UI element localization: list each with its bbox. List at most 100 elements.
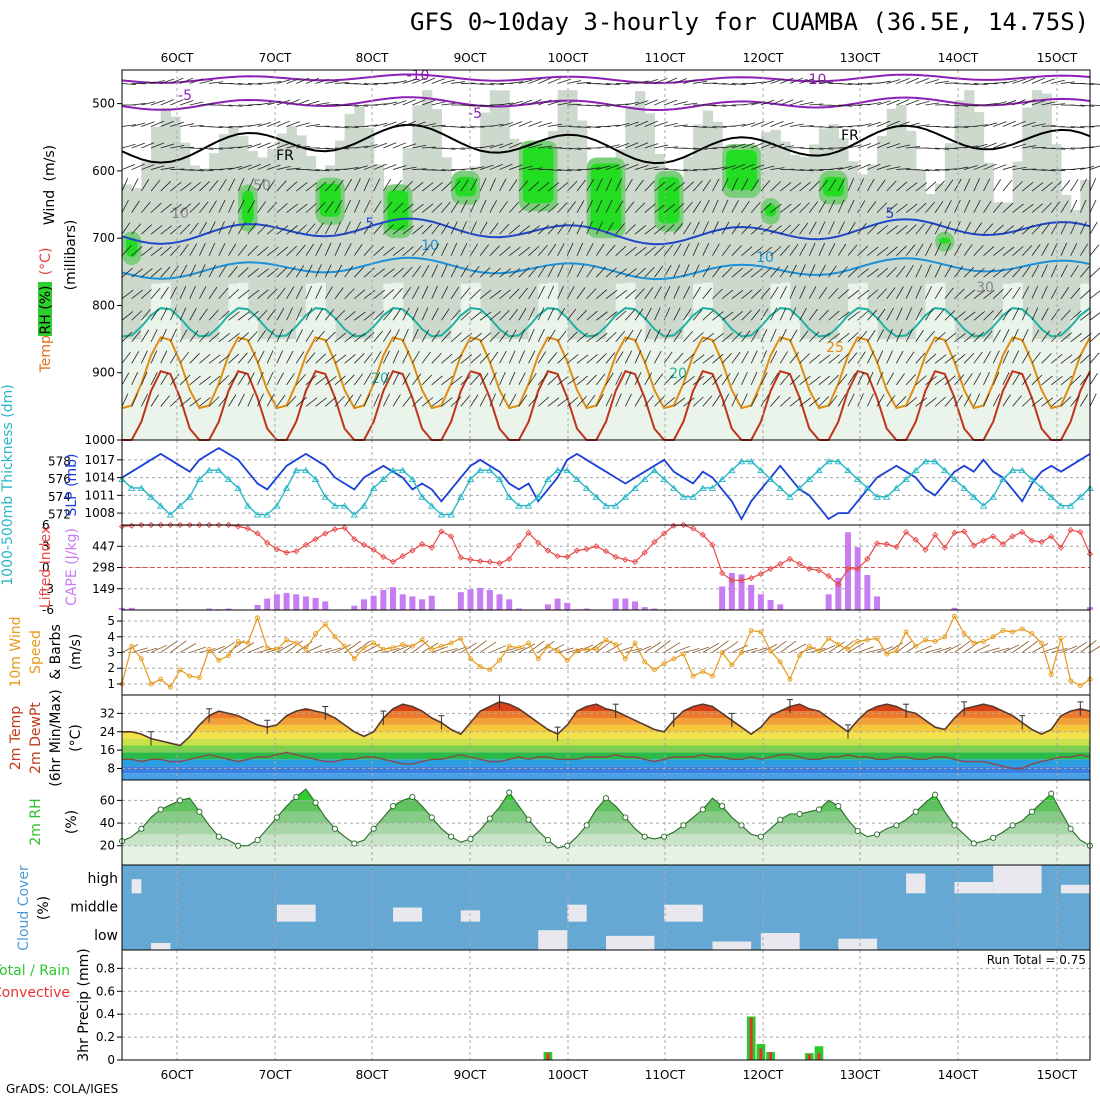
wind-barb [963, 178, 971, 192]
wind-barb [721, 332, 734, 343]
wind-barb [1031, 351, 1041, 364]
wind-barb [799, 330, 809, 343]
wind-barb [760, 394, 770, 407]
wind-barb [412, 328, 419, 342]
rh2m-point-68 [777, 816, 784, 823]
cape-bar-21 [322, 601, 329, 610]
wind-barb [1089, 332, 1100, 343]
wind-barb [973, 372, 982, 386]
lifted-point-42 [525, 529, 532, 536]
wind-barb [121, 331, 133, 343]
wind-speed-point-35 [458, 635, 464, 641]
wind-barb [1070, 332, 1082, 343]
rh-dry-hump [441, 339, 452, 440]
wind-barb [518, 142, 533, 149]
thickness-point-38 [486, 466, 494, 474]
temperature-line [122, 701, 1091, 747]
wind-barb [905, 265, 914, 278]
wind-barb [954, 265, 964, 278]
wind-barb [615, 178, 623, 192]
wind-barb [809, 397, 821, 407]
wind-barb [412, 396, 423, 407]
wind-barb [509, 164, 523, 170]
wind-barb [702, 200, 710, 213]
wind-speed-point-80 [893, 648, 899, 654]
wind-barb [141, 246, 153, 256]
x-tick-bottom-10OCT: 10OCT [548, 1068, 589, 1082]
wind-barb [392, 202, 404, 213]
wind-speed-point-48 [584, 646, 590, 652]
wind-barb [305, 397, 318, 407]
thickness-axis-label: 1000-500mb Thickness (dm) [0, 384, 16, 585]
wind-barb [344, 374, 355, 386]
rh-shade-col [654, 154, 665, 440]
wind-barb [1002, 246, 1015, 256]
thickness-point-31 [418, 493, 426, 500]
wind-speed-point-91 [1000, 628, 1006, 633]
thickness-point-10 [215, 466, 223, 474]
rh-band-1 [122, 834, 1090, 846]
wind10m-barb-36 [470, 640, 487, 653]
wind-barb [934, 242, 942, 256]
wind-barb [208, 180, 219, 192]
rh-dry-hump [993, 317, 1004, 440]
wind-barb [460, 287, 471, 299]
wind-barb [199, 181, 210, 192]
wind-barb [818, 354, 831, 364]
wind-barb [818, 309, 829, 321]
wind10m-barb-14 [257, 648, 274, 653]
wind-barb [605, 144, 620, 149]
wind-barb [257, 223, 268, 235]
wind-barb [741, 350, 749, 364]
wind-barb [818, 332, 830, 343]
profile-millibar-label-part: (millibars) [63, 220, 79, 291]
temp-band-0 [122, 773, 1090, 780]
wind-barb [547, 223, 558, 235]
wind-barb [954, 166, 969, 170]
wind-barb [1070, 242, 1078, 256]
rh-dry-hump [964, 339, 975, 440]
rh-shade-col [1022, 107, 1033, 441]
wind10m-barb-75 [847, 642, 865, 653]
wind-barb [799, 397, 811, 407]
wind-barb [557, 78, 572, 84]
lifted-point-27 [380, 553, 387, 561]
wind-barb [528, 181, 540, 192]
thickness-point-56 [660, 475, 668, 483]
wind-barb [789, 307, 797, 321]
wind-label-4-part: (m/s) [68, 634, 84, 671]
wind-barb [537, 396, 549, 407]
wind-barb [131, 178, 139, 192]
rh-dry-hump [683, 317, 694, 440]
wind-barb [818, 287, 828, 299]
thickness-point-49 [592, 493, 601, 500]
wind-barb [605, 222, 614, 235]
precip-convective-bar-4 [807, 1054, 811, 1060]
wind-barb [528, 328, 535, 342]
wind-barb [470, 146, 485, 149]
wind-barb [673, 352, 684, 364]
wind-barb [576, 264, 585, 278]
wind-barb [915, 264, 923, 278]
wind-barb [876, 350, 884, 364]
wind-barb [324, 242, 332, 256]
wind-barb [779, 203, 792, 213]
thickness-point-99 [1076, 493, 1085, 500]
wind-barb [547, 264, 555, 278]
wind-barb [402, 287, 412, 299]
wind-barb [170, 77, 184, 84]
rh-dry-hump [267, 339, 278, 440]
wind-barb [402, 266, 413, 278]
wind10m-barb-61 [712, 640, 729, 653]
wind-barb [896, 181, 908, 192]
wind-barb [808, 201, 819, 213]
wind-barb [257, 142, 271, 149]
wind-barb [625, 329, 634, 343]
wind-barb [866, 393, 874, 407]
precip-tick-0.4: 0.4 [96, 1007, 115, 1021]
wind-barb [799, 125, 814, 127]
wind-barb [499, 268, 511, 278]
wind-barb [160, 203, 172, 213]
wind-barb [392, 80, 407, 84]
wind-barb [838, 146, 853, 149]
